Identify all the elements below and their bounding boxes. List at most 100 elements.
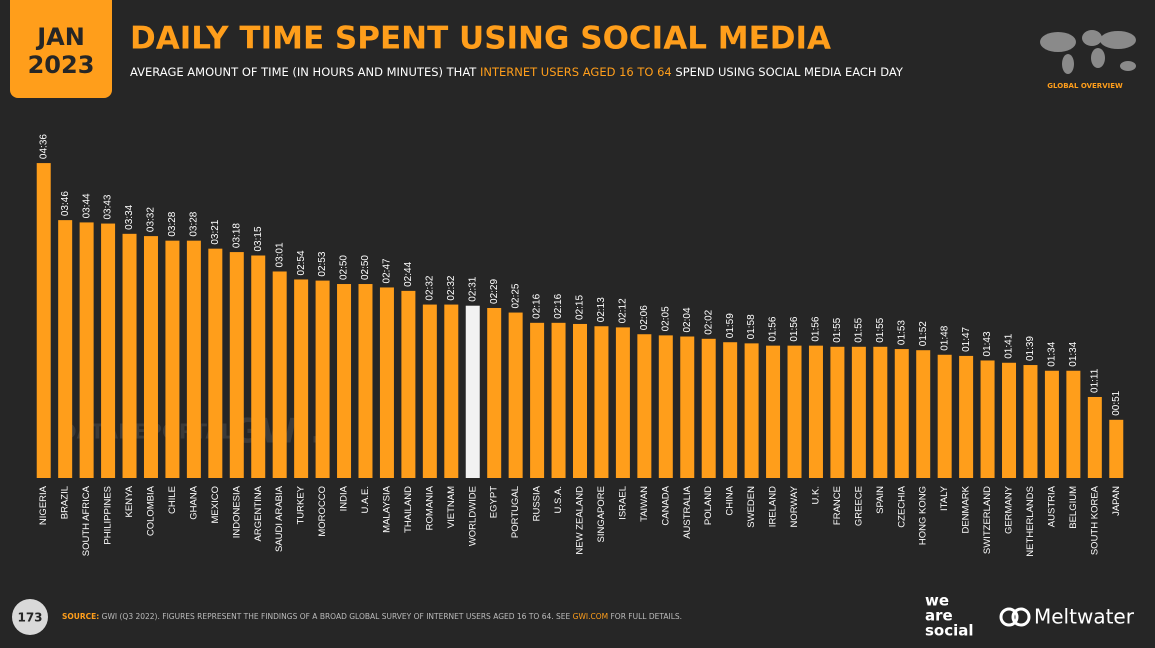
value-label: 01:34 — [1068, 341, 1079, 366]
bar — [723, 342, 738, 478]
x-tick-label: SINGAPORE — [596, 486, 607, 543]
x-tick-label: KENYA — [124, 485, 135, 517]
value-label: 01:34 — [1047, 341, 1058, 366]
bar — [315, 280, 330, 478]
bar — [143, 236, 158, 478]
bar — [337, 284, 352, 478]
value-label: 02:12 — [618, 298, 629, 323]
x-tick-label: SPAIN — [875, 486, 886, 514]
value-label: 02:05 — [660, 306, 671, 331]
section-label: GLOBAL OVERVIEW — [1047, 82, 1123, 90]
value-label: 02:04 — [682, 307, 693, 332]
x-tick-label: SAUDI ARABIA — [274, 485, 285, 552]
bar — [551, 322, 566, 478]
value-label: 01:56 — [811, 316, 822, 341]
bar — [851, 346, 866, 478]
x-tick-label: INDONESIA — [231, 485, 242, 538]
value-label: 01:47 — [961, 326, 972, 351]
value-label: 02:47 — [382, 258, 393, 283]
x-tick-label: FRANCE — [832, 486, 843, 525]
value-label: 02:15 — [575, 295, 586, 320]
bar — [294, 279, 309, 478]
x-tick-label: BRAZIL — [60, 486, 71, 519]
x-tick-label: IRELAND — [768, 486, 779, 527]
x-tick-label: MALAYSIA — [381, 485, 392, 532]
value-label: 02:06 — [639, 305, 650, 330]
bar — [229, 252, 244, 478]
value-label: 02:02 — [703, 309, 714, 334]
bar — [615, 327, 630, 478]
x-tick-label: MEXICO — [210, 486, 221, 523]
x-tick-label: HONG KONG — [918, 486, 929, 545]
value-label: 00:51 — [1111, 390, 1122, 415]
value-label: 02:13 — [596, 297, 607, 322]
bar — [1002, 362, 1017, 478]
bar — [808, 345, 823, 478]
x-tick-label: RUSSIA — [532, 485, 543, 521]
subtitle-text: AVERAGE AMOUNT OF TIME (IN HOURS AND MIN… — [130, 65, 480, 79]
x-tick-label: NIGERIA — [38, 485, 49, 525]
bar — [101, 223, 116, 478]
x-tick-label: ROMANIA — [424, 485, 435, 530]
value-label: 01:53 — [896, 320, 907, 345]
badge-year: 2023 — [28, 51, 95, 79]
x-tick-label: TAIWAN — [639, 486, 650, 522]
x-tick-label: CZECHIA — [896, 485, 907, 527]
bar — [1087, 396, 1102, 478]
x-tick-label: NETHERLANDS — [1025, 486, 1036, 557]
bar — [58, 220, 73, 478]
value-label: 03:46 — [60, 191, 71, 216]
bars: 04:36 NIGERIA 03:46 BRAZIL 03:44 SOUTH AFRICA… — [36, 134, 1124, 557]
x-tick-label: GERMANY — [1004, 485, 1015, 534]
x-tick-label: U.A.E. — [360, 486, 371, 513]
value-label: 03:01 — [274, 242, 285, 267]
bar — [916, 350, 931, 478]
bar — [79, 222, 94, 478]
page-number: 173 — [17, 611, 42, 625]
value-label: 02:32 — [446, 275, 457, 300]
bar — [508, 312, 523, 478]
value-label: 03:28 — [167, 211, 178, 236]
bar — [122, 233, 137, 478]
bar — [766, 345, 781, 478]
value-label: 01:56 — [768, 316, 779, 341]
x-tick-label: ARGENTINA — [253, 485, 264, 541]
x-tick-label: CHILE — [167, 486, 178, 514]
bar — [1044, 370, 1059, 478]
x-tick-label: CANADA — [660, 485, 671, 525]
bar — [658, 335, 673, 478]
bar — [594, 326, 609, 478]
value-label: 02:16 — [532, 293, 543, 318]
x-tick-label: U.K. — [810, 486, 821, 504]
x-tick-label: COLOMBIA — [145, 485, 156, 536]
logo-text: Meltwater — [1034, 605, 1135, 629]
value-label: 03:21 — [210, 219, 221, 244]
bar — [530, 322, 545, 478]
x-tick-label: SOUTH KOREA — [1089, 485, 1100, 555]
value-label: 01:52 — [918, 321, 929, 346]
value-label: 02:50 — [339, 255, 350, 280]
source-text: GWI (Q3 2022). FIGURES REPRESENT THE FIN… — [99, 612, 572, 621]
value-label: 02:29 — [489, 279, 500, 304]
logo-text: we — [925, 592, 949, 610]
x-tick-label: CHINA — [725, 485, 736, 515]
value-label: 01:56 — [789, 316, 800, 341]
bar — [937, 354, 952, 478]
bar — [379, 287, 394, 478]
x-tick-label: POLAND — [703, 486, 714, 525]
value-label: 03:28 — [189, 211, 200, 236]
bar — [787, 345, 802, 478]
world-map-icon — [1040, 30, 1136, 74]
value-label: 02:25 — [510, 283, 521, 308]
bar — [873, 346, 888, 478]
x-tick-label: GHANA — [188, 485, 199, 519]
bar — [637, 334, 652, 478]
value-label: 02:54 — [296, 250, 307, 275]
chart-subtitle: AVERAGE AMOUNT OF TIME (IN HOURS AND MIN… — [130, 65, 904, 79]
logo-we-are-social: we are social — [925, 592, 974, 640]
value-label: 03:44 — [81, 193, 92, 218]
x-tick-label: INDIA — [339, 485, 350, 511]
bar — [701, 338, 716, 478]
x-tick-label: PHILIPPINES — [103, 486, 114, 545]
logo-meltwater: Meltwater — [999, 605, 1135, 629]
